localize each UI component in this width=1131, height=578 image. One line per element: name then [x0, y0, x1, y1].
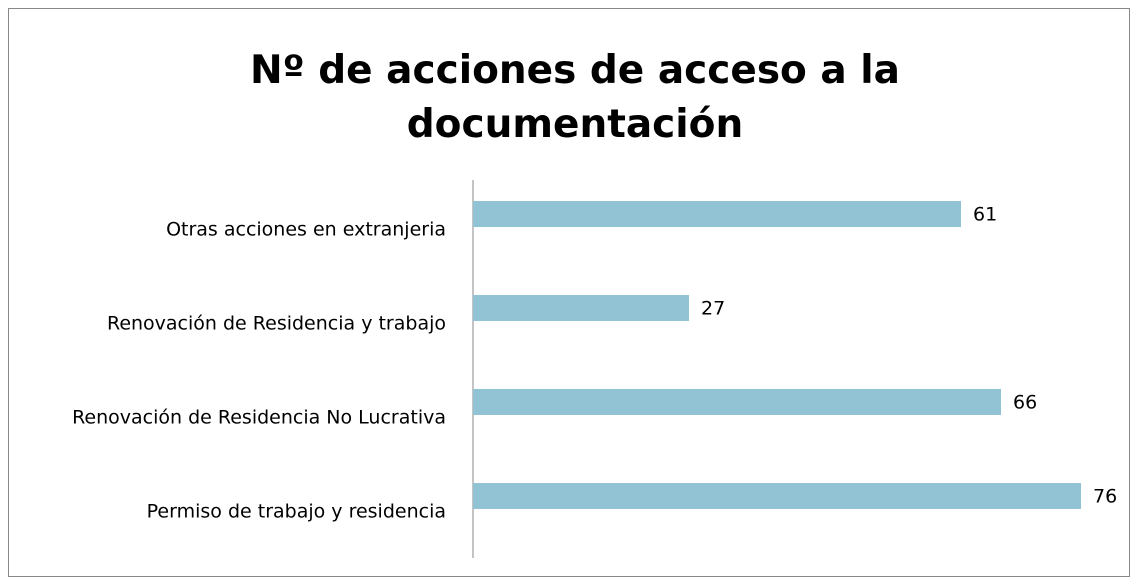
y-tick-label: Renovación de Residencia y trabajo — [107, 313, 446, 335]
data-label: 61 — [973, 204, 997, 226]
bar — [473, 201, 961, 227]
data-label: 27 — [701, 298, 725, 320]
data-label: 76 — [1093, 486, 1117, 508]
bar — [473, 389, 1001, 415]
y-tick-label: Renovación de Residencia No Lucrativa — [72, 407, 446, 429]
data-label: 66 — [1013, 392, 1037, 414]
y-tick-label: Otras acciones en extranjeria — [166, 219, 446, 241]
bar — [473, 295, 689, 321]
chart-frame — [8, 8, 1130, 577]
y-tick-label: Permiso de trabajo y residencia — [147, 501, 446, 523]
chart-title: Nº de acciones de acceso a la documentac… — [250, 48, 900, 147]
bar — [473, 483, 1081, 509]
